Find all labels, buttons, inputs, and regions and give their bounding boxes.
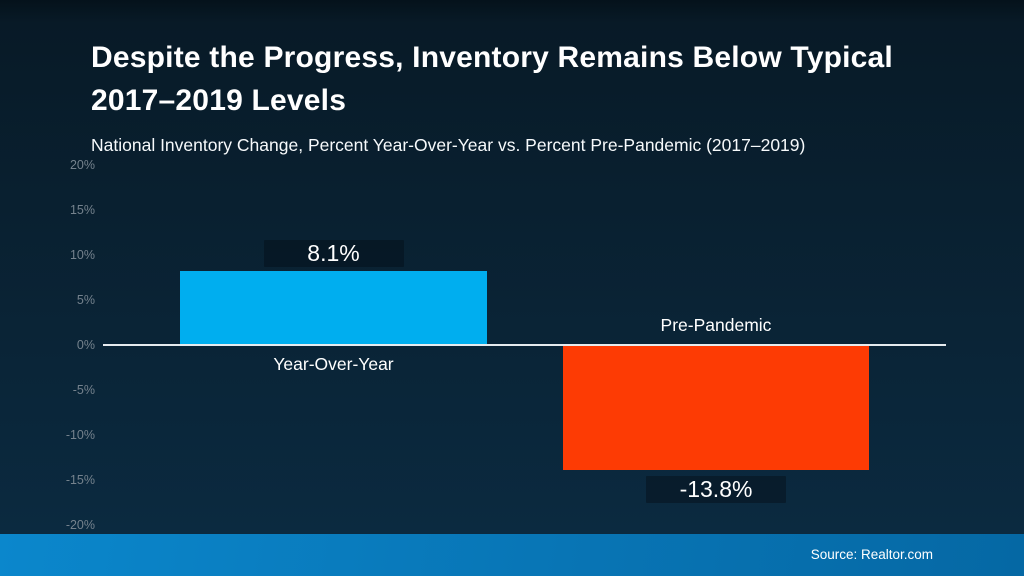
bar-year-over-year — [180, 271, 487, 344]
y-tick-10: 10% — [69, 248, 95, 262]
slide-title: Despite the Progress, Inventory Remains … — [91, 41, 893, 117]
source-credit: Source: Realtor.com — [810, 547, 933, 562]
category-label-year-over-year: Year-Over-Year — [273, 354, 394, 374]
category-label-pre-pandemic: Pre-Pandemic — [660, 315, 772, 335]
y-tick-10: -10% — [65, 428, 95, 442]
value-label-pre-pandemic: -13.8% — [646, 476, 786, 504]
bar-pre-pandemic — [563, 346, 869, 471]
y-tick-0: 0% — [76, 338, 95, 352]
y-tick-15: 15% — [69, 203, 95, 217]
slide-header: Despite the Progress, Inventory Remains … — [91, 36, 941, 156]
y-tick-20: -20% — [65, 518, 95, 532]
y-tick-5: 5% — [76, 293, 95, 307]
value-label-year-over-year: 8.1% — [263, 240, 404, 268]
y-tick-5: -5% — [72, 383, 95, 397]
y-tick-20: 20% — [69, 158, 95, 172]
footer-bar: Source: Realtor.com — [0, 534, 1024, 576]
y-tick-15: -15% — [65, 473, 95, 487]
zero-axis-line — [103, 344, 946, 346]
slide-subtitle: National Inventory Change, Percent Year-… — [91, 135, 806, 155]
